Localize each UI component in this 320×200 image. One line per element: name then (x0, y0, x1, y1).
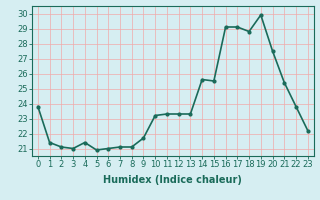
X-axis label: Humidex (Indice chaleur): Humidex (Indice chaleur) (103, 175, 242, 185)
